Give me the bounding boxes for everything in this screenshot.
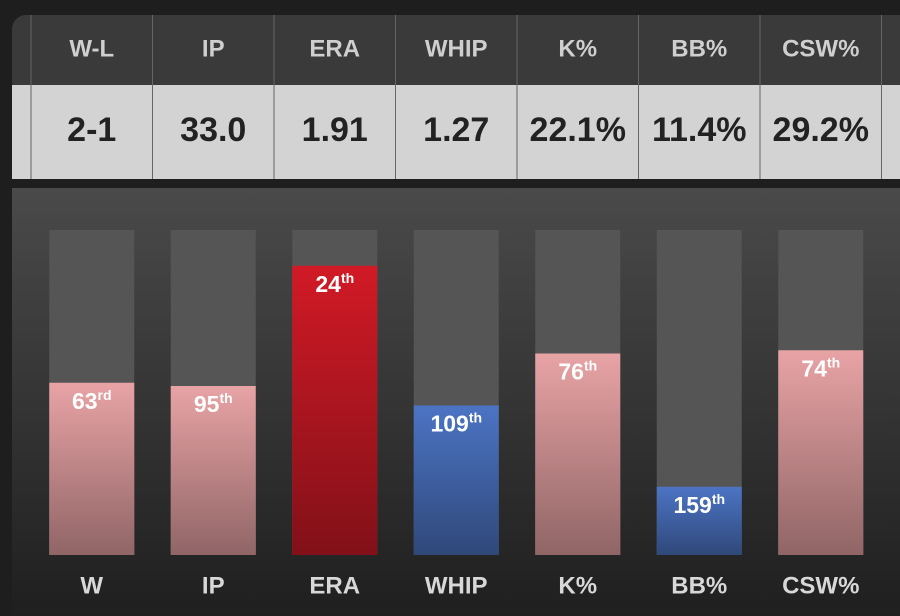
stat-value: 2-1 bbox=[67, 111, 116, 149]
stat-value: 29.2% bbox=[773, 111, 869, 149]
rank-number: 95 bbox=[194, 391, 220, 417]
header-label: BB% bbox=[671, 35, 727, 62]
rank-suffix: rd bbox=[98, 386, 112, 402]
header-label: W-L bbox=[69, 35, 114, 62]
rank-label: 109th bbox=[430, 409, 482, 436]
rank-suffix: th bbox=[219, 390, 232, 406]
bar-shade bbox=[413, 405, 499, 555]
rank-label: 159th bbox=[673, 490, 725, 517]
category-label: WHIP bbox=[425, 572, 488, 599]
bar-shade bbox=[778, 350, 864, 555]
category-label: K% bbox=[558, 572, 597, 599]
header-label: WHIP bbox=[425, 35, 488, 62]
rank-number: 159 bbox=[673, 492, 711, 518]
header-row bbox=[12, 15, 900, 95]
header-label: K% bbox=[558, 35, 597, 62]
rank-label: 95th bbox=[194, 390, 233, 417]
rank-number: 74 bbox=[801, 355, 827, 381]
stat-value: 1.27 bbox=[423, 111, 489, 149]
rank-number: 24 bbox=[315, 271, 341, 297]
rank-label: 24th bbox=[315, 269, 354, 296]
header-label: ERA bbox=[309, 35, 360, 62]
category-label: BB% bbox=[671, 572, 727, 599]
rank-number: 109 bbox=[430, 411, 468, 437]
bar-shade bbox=[49, 382, 135, 555]
rank-number: 76 bbox=[558, 359, 584, 385]
rank-suffix: th bbox=[584, 357, 597, 373]
bar-shade bbox=[292, 265, 378, 555]
rank-number: 63 bbox=[72, 388, 98, 414]
rank-suffix: th bbox=[469, 409, 482, 425]
bar-shade bbox=[656, 486, 742, 555]
stat-value: 33.0 bbox=[180, 111, 246, 149]
stat-value: 1.91 bbox=[302, 111, 368, 149]
stat-value: 22.1% bbox=[530, 111, 626, 149]
category-label: IP bbox=[202, 572, 225, 599]
header-label: IP bbox=[202, 35, 225, 62]
value-row bbox=[12, 85, 900, 179]
category-label: W bbox=[80, 572, 103, 599]
rank-suffix: th bbox=[712, 490, 725, 506]
stat-value: 11.4% bbox=[652, 111, 747, 149]
rank-label: 63rd bbox=[72, 386, 112, 413]
bar-shade bbox=[535, 353, 621, 555]
rank-suffix: th bbox=[341, 269, 354, 285]
rank-suffix: th bbox=[827, 354, 840, 370]
rank-label: 76th bbox=[558, 357, 597, 384]
bar-shade bbox=[170, 386, 256, 555]
category-label: CSW% bbox=[782, 572, 859, 599]
category-label: ERA bbox=[309, 572, 360, 599]
header-label: CSW% bbox=[782, 35, 859, 62]
rank-label: 74th bbox=[801, 354, 840, 381]
